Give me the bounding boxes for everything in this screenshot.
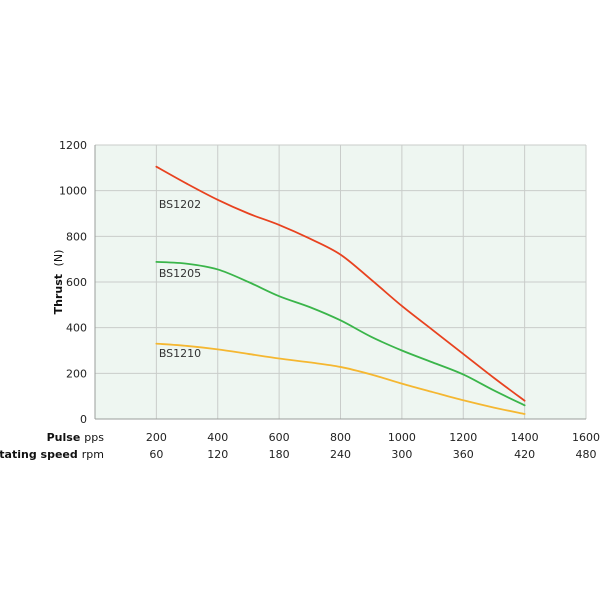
x-tick-label: 60 — [149, 448, 163, 461]
y-tick-label: 200 — [66, 367, 87, 380]
series-label: BS1205 — [159, 267, 201, 280]
series-label: BS1202 — [159, 198, 201, 211]
x-tick-label: 1600 — [572, 431, 600, 444]
x-tick-label: 180 — [269, 448, 290, 461]
x-tick-label: 1000 — [388, 431, 416, 444]
y-tick-label: 600 — [66, 276, 87, 289]
x-tick-label: 360 — [453, 448, 474, 461]
x-tick-label: 600 — [269, 431, 290, 444]
x-tick-label: 300 — [391, 448, 412, 461]
series-bs1210: BS1210 — [155, 342, 526, 415]
y-axis-label-unit: (N) — [52, 250, 65, 267]
series-bs1205: BS1205 — [155, 261, 526, 407]
x-axis-row-title: Pulse pps — [47, 431, 105, 444]
series-layer: BS1202 BS1205 BS1210 — [155, 165, 526, 415]
series-bs1202: BS1202 — [155, 165, 526, 402]
y-tick-label: 400 — [66, 322, 87, 335]
y-tick-label: 1200 — [59, 139, 87, 152]
x-tick-label: 200 — [146, 431, 167, 444]
axis-lines — [94, 145, 586, 420]
series-line — [155, 165, 526, 402]
series-line — [155, 261, 526, 407]
y-tick-labels: 1200 1000 800 600 400 200 0 — [59, 139, 87, 426]
y-tick-label: 0 — [80, 413, 87, 426]
x-tick-label: 800 — [330, 431, 351, 444]
x-tick-label: 1400 — [511, 431, 539, 444]
x-tick-label: 400 — [207, 431, 228, 444]
plot-area — [94, 144, 587, 420]
x-axis-row-title-unit: pps — [84, 431, 104, 444]
x-tick-label: 120 — [207, 448, 228, 461]
x-tick-label: 1200 — [449, 431, 477, 444]
series-line — [155, 342, 526, 415]
y-tick-label: 800 — [66, 230, 87, 243]
x-tick-label: 480 — [576, 448, 597, 461]
x-tick-label: 240 — [330, 448, 351, 461]
x-axis-row-rotating-speed: Rotating speed rpm 60 120 180 240 300 360 420 480 — [0, 448, 597, 461]
x-axis-row-title-label: Rotating speed — [0, 448, 78, 461]
y-tick-label: 1000 — [59, 185, 87, 198]
x-axis-row-title-label: Pulse — [47, 431, 81, 444]
x-axis-row-title-unit: rpm — [82, 448, 104, 461]
x-axis-row-pulse: Pulse pps 200 400 600 800 1000 1200 1400 1600 — [47, 431, 600, 444]
x-tick-label: 420 — [514, 448, 535, 461]
series-label: BS1210 — [159, 347, 201, 360]
x-axis-row-title: Rotating speed rpm — [0, 448, 104, 461]
y-axis-label: Thrust (N) — [52, 250, 65, 315]
y-axis-label-title: Thrust — [52, 274, 65, 314]
